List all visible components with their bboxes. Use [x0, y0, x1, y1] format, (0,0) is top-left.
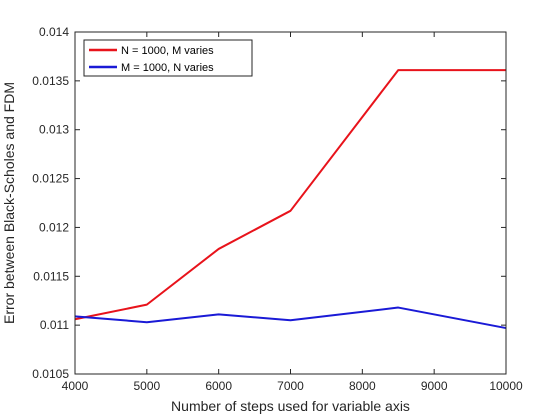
x-tick-label: 6000 [205, 379, 232, 393]
x-tick-label: 9000 [421, 379, 448, 393]
x-tick-label: 5000 [133, 379, 160, 393]
plot-area [75, 32, 506, 374]
y-tick-label: 0.012 [39, 220, 69, 234]
x-axis-label: Number of steps used for variable axis [171, 398, 410, 414]
y-tick-label: 0.0105 [32, 367, 69, 381]
legend-label-2: M = 1000, N varies [121, 62, 214, 74]
y-tick-label: 0.0125 [32, 172, 69, 186]
y-tick-label: 0.014 [39, 25, 69, 39]
x-tick-label: 8000 [349, 379, 376, 393]
x-tick-label: 7000 [277, 379, 304, 393]
y-tick-label: 0.011 [40, 318, 69, 332]
y-tick-label: 0.0135 [32, 74, 69, 88]
y-tick-label: 0.0115 [33, 269, 69, 283]
legend: N = 1000, M varies M = 1000, N varies [84, 40, 252, 76]
x-tick-label: 4000 [62, 379, 89, 393]
y-axis-label: Error between Black-Scholes and FDM [1, 82, 17, 324]
legend-label-1: N = 1000, M varies [121, 45, 214, 57]
x-tick-label: 10000 [489, 379, 523, 393]
y-tick-label: 0.013 [39, 123, 69, 137]
